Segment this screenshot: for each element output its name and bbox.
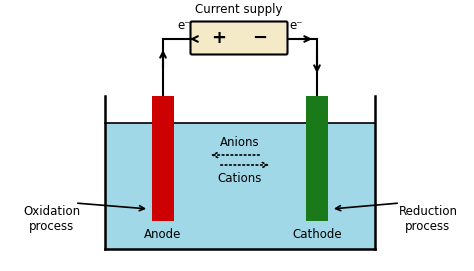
Text: −: − [252,29,267,47]
Text: +: + [211,29,226,47]
Text: Cathode: Cathode [292,228,342,241]
Bar [105,123,375,249]
FancyBboxPatch shape [191,21,288,54]
Text: Anions: Anions [220,137,260,150]
Bar [306,96,328,221]
Bar [152,96,174,221]
Text: Anode: Anode [144,228,182,241]
Text: e⁻: e⁻ [290,19,303,32]
Text: Current supply: Current supply [195,2,283,15]
Text: e⁻: e⁻ [177,19,191,32]
Text: Cations: Cations [218,173,262,186]
Text: Oxidation
process: Oxidation process [23,205,81,233]
Text: Reduction
process: Reduction process [399,205,457,233]
